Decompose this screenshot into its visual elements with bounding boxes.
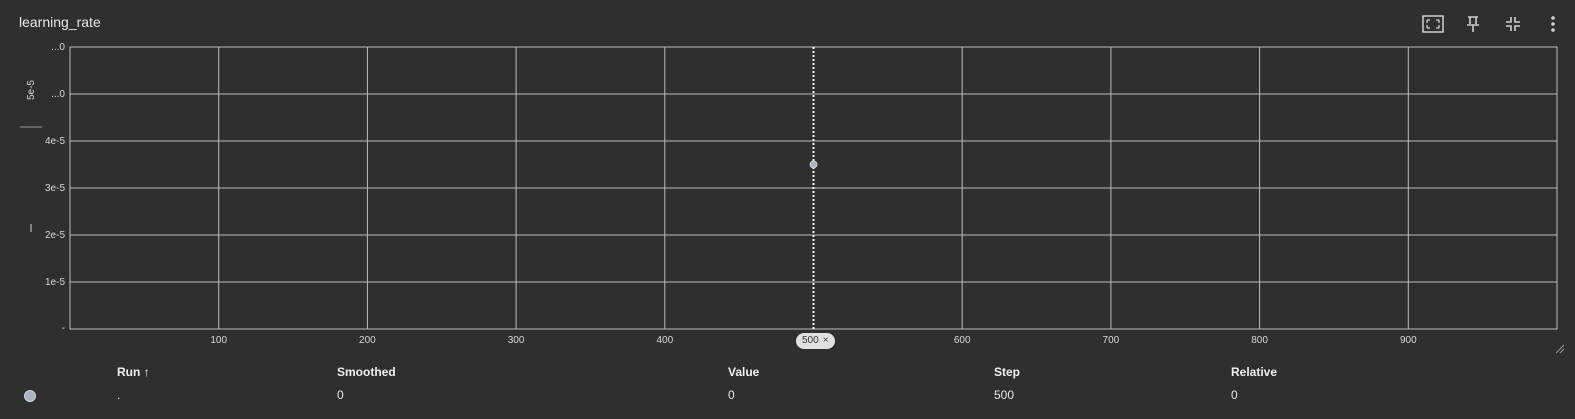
scalar-chart[interactable]: 100 200 300 400 600 700 800 900 1e-5 2e-5 3e-5 4e-5… <box>0 0 1575 360</box>
fit-domain-button[interactable] <box>1419 12 1447 36</box>
y-side-label: 5e-5 <box>26 80 37 100</box>
y-tick-label: 4e-5 <box>45 136 65 147</box>
header-step[interactable]: Step <box>994 365 1021 379</box>
x-tick-label: 300 <box>508 335 525 346</box>
x-tick-label: 200 <box>359 335 376 346</box>
x-tick-label: 100 <box>210 335 227 346</box>
hover-step-badge[interactable]: 500 × <box>796 333 835 349</box>
x-tick-label: 900 <box>1400 335 1417 346</box>
cell-value: 0 <box>728 388 735 402</box>
header-value[interactable]: Value <box>728 365 760 379</box>
header-smoothed[interactable]: Smoothed <box>337 365 396 379</box>
card-title: learning_rate <box>19 14 101 30</box>
hover-step-label: 500 <box>802 335 819 346</box>
collapse-icon <box>1506 17 1520 31</box>
collapse-button[interactable] <box>1499 12 1527 36</box>
data-point[interactable] <box>809 160 818 169</box>
x-tick-label: 400 <box>656 335 673 346</box>
y-tick-label: ...0 <box>51 42 65 53</box>
cell-run: . <box>117 388 121 402</box>
y-tick-label: 3e-5 <box>45 183 65 194</box>
resize-handle-icon[interactable] <box>1555 344 1565 354</box>
cell-smoothed: 0 <box>337 388 344 402</box>
more-options-button[interactable] <box>1539 12 1567 36</box>
header-relative[interactable]: Relative <box>1231 365 1278 379</box>
fit-domain-icon <box>1422 15 1444 33</box>
close-icon[interactable]: × <box>822 335 829 346</box>
pin-icon <box>1467 16 1479 32</box>
x-tick-label: 800 <box>1251 335 1268 346</box>
y-tick-label: ...0 <box>51 89 65 100</box>
x-tick-label: 700 <box>1103 335 1120 346</box>
cell-relative: 0 <box>1231 388 1238 402</box>
y-tick-label: 1e-5 <box>45 277 65 288</box>
cell-step: 500 <box>994 388 1015 402</box>
card-toolbar <box>1419 12 1567 36</box>
pin-button[interactable] <box>1459 12 1487 36</box>
x-tick-label: 600 <box>954 335 971 346</box>
more-vert-icon <box>1551 16 1555 32</box>
header-run[interactable]: Run ↑ <box>117 365 150 379</box>
run-color-dot <box>24 390 36 402</box>
y-tick-label: 2e-5 <box>45 230 65 241</box>
y-tick-zero: - <box>62 323 65 334</box>
